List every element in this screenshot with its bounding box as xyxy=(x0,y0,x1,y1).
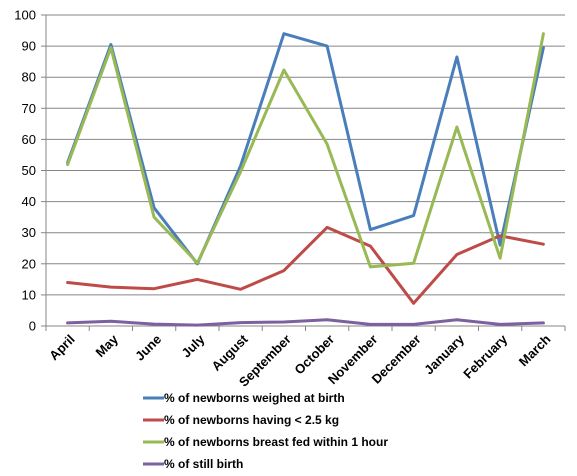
y-tick-label: 20 xyxy=(22,256,36,271)
legend-label: % of still birth xyxy=(164,457,243,471)
x-tick-label: February xyxy=(460,331,510,381)
y-tick-label: 70 xyxy=(22,101,36,116)
data-point xyxy=(109,320,113,323)
data-point xyxy=(369,265,372,269)
data-point xyxy=(498,234,502,238)
x-tick-label: May xyxy=(93,331,122,360)
legend-label: % of newborns breast fed within 1 hour xyxy=(164,435,388,449)
data-point xyxy=(66,321,69,325)
data-point xyxy=(325,44,329,48)
data-point xyxy=(152,287,156,290)
x-tick-label: July xyxy=(178,331,208,361)
legend-label: % of newborns having < 2.5 kg xyxy=(164,413,339,427)
data-point xyxy=(282,68,286,72)
x-tick-label: April xyxy=(46,332,78,364)
data-point xyxy=(282,32,286,35)
data-point xyxy=(109,46,113,49)
data-point xyxy=(196,261,199,265)
data-point xyxy=(196,323,199,327)
legend: % of newborns weighed at birth % of newbo… xyxy=(143,391,388,471)
data-point xyxy=(152,322,156,326)
series-1 xyxy=(66,225,545,305)
data-point xyxy=(239,170,242,173)
data-point xyxy=(455,125,459,129)
data-point xyxy=(542,243,545,246)
series xyxy=(66,32,545,327)
legend-label: % of newborns weighed at birth xyxy=(164,391,345,405)
axes xyxy=(41,14,566,331)
y-tick-label: 40 xyxy=(22,194,36,209)
data-point xyxy=(498,243,502,247)
data-point xyxy=(369,228,372,231)
data-point xyxy=(282,269,286,272)
series-line xyxy=(66,225,545,305)
data-point xyxy=(369,323,372,326)
data-point xyxy=(325,318,329,321)
gridlines xyxy=(46,14,565,296)
data-point xyxy=(196,278,199,281)
data-point xyxy=(325,226,329,229)
legend-item-0: % of newborns weighed at birth xyxy=(143,391,345,405)
data-point xyxy=(412,323,415,326)
data-point xyxy=(282,320,286,324)
y-tick-label: 90 xyxy=(22,39,36,54)
y-tick-label: 100 xyxy=(14,8,36,23)
series-2 xyxy=(66,32,545,269)
series-3 xyxy=(66,318,545,327)
data-point xyxy=(542,321,545,325)
legend-item-2: % of newborns breast fed within 1 hour xyxy=(143,435,388,449)
data-point xyxy=(66,163,69,166)
y-tick-label: 10 xyxy=(22,287,36,302)
data-point xyxy=(109,285,113,289)
legend-item-1: % of newborns having < 2.5 kg xyxy=(143,413,339,427)
data-point xyxy=(369,244,372,248)
data-point xyxy=(542,32,545,35)
y-tick-label: 50 xyxy=(22,163,36,178)
y-tick-label: 30 xyxy=(22,225,36,240)
x-tick-label: August xyxy=(208,331,251,374)
data-point xyxy=(412,302,415,305)
series-line xyxy=(66,32,545,266)
data-point xyxy=(66,281,69,284)
x-tick-label: March xyxy=(516,331,554,369)
legend-item-3: % of still birth xyxy=(143,457,243,471)
y-tick-label: 60 xyxy=(22,132,36,147)
data-point xyxy=(455,318,459,321)
data-point xyxy=(325,142,329,146)
data-point xyxy=(109,43,113,46)
x-axis-ticks: April May June July AugustSeptemberOctoberNo… xyxy=(46,331,553,390)
data-point xyxy=(498,257,502,260)
y-axis-ticks: 0 10 20 30 40 50 60 70 80 90 100 xyxy=(14,8,36,334)
y-tick-label: 80 xyxy=(22,70,36,85)
data-point xyxy=(239,288,242,291)
data-point xyxy=(412,261,415,265)
data-point xyxy=(455,55,459,59)
series-line xyxy=(66,318,545,327)
data-point xyxy=(455,253,459,256)
data-point xyxy=(239,321,242,324)
series-line xyxy=(66,32,545,269)
data-point xyxy=(498,323,502,326)
x-tick-label: June xyxy=(132,332,164,364)
y-tick-label: 0 xyxy=(29,319,36,334)
data-point xyxy=(152,206,156,210)
data-point xyxy=(152,215,156,219)
data-point xyxy=(412,214,415,217)
data-point xyxy=(542,46,545,49)
